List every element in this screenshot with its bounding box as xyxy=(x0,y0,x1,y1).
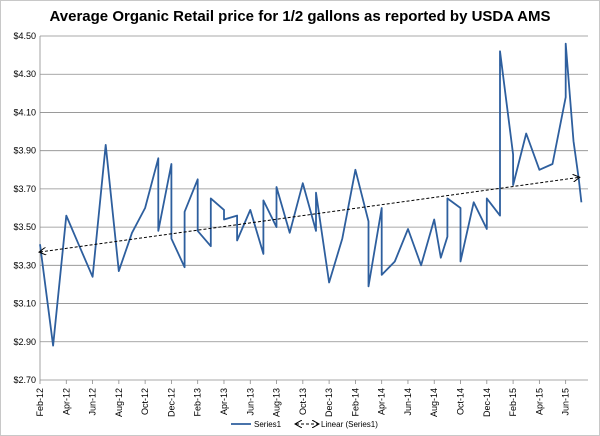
x-tick-label: Dec-14 xyxy=(482,388,492,417)
y-tick-label: $3.90 xyxy=(13,146,36,156)
gridlines xyxy=(39,35,588,381)
x-tick-label: Aug-12 xyxy=(114,388,124,417)
y-tick-label: $3.10 xyxy=(13,299,36,309)
y-tick-label: $2.70 xyxy=(13,375,36,385)
x-tick-label: Apr-12 xyxy=(61,388,71,415)
x-tick-label: Aug-14 xyxy=(429,388,439,417)
x-tick-label: Feb-12 xyxy=(35,388,45,417)
x-tick-label: Apr-13 xyxy=(219,388,229,415)
x-tick-label: Oct-12 xyxy=(140,388,150,415)
x-tick-label: Jun-15 xyxy=(561,388,571,416)
legend-label-series1: Series1 xyxy=(254,420,282,429)
trendline-series xyxy=(40,177,579,252)
y-tick-label: $2.90 xyxy=(13,337,36,347)
legend: Series1 Linear (Series1) xyxy=(231,420,378,429)
x-tick-label: Feb-13 xyxy=(193,388,203,417)
x-tick-label: Dec-12 xyxy=(166,388,176,417)
x-tick-label: Oct-13 xyxy=(298,388,308,415)
y-tick-label: $3.70 xyxy=(13,184,36,194)
x-tick-label: Dec-13 xyxy=(324,388,334,417)
y-tick-label: $4.30 xyxy=(13,69,36,79)
x-tick-label: Jun-12 xyxy=(88,388,98,416)
y-tick-label: $4.50 xyxy=(13,31,36,41)
series-lines xyxy=(39,42,583,347)
x-axis-ticks: Feb-12 Apr-12 Jun-12 Aug-12 Oct-12 Dec-12 Feb-… xyxy=(35,380,571,417)
x-tick-label: Apr-15 xyxy=(534,388,544,415)
x-tick-label: Apr-14 xyxy=(377,388,387,415)
data-series-line xyxy=(39,42,583,347)
x-tick-label: Feb-14 xyxy=(350,388,360,417)
x-tick-label: Jun-14 xyxy=(403,388,413,416)
y-tick-label: $3.50 xyxy=(13,222,36,232)
x-tick-label: Oct-14 xyxy=(456,388,466,415)
x-tick-label: Aug-13 xyxy=(272,388,282,417)
x-tick-label: Feb-15 xyxy=(508,388,518,417)
y-tick-label: $4.10 xyxy=(13,107,36,117)
chart-title: Average Organic Retail price for 1/2 gal… xyxy=(49,8,551,25)
legend-label-linear: Linear (Series1) xyxy=(321,420,378,429)
y-axis-ticks: $2.70 $2.90 $3.10 $3.30 $3.50 $3.70 $3.90 $4.10… xyxy=(13,31,36,385)
x-tick-label: Jun-13 xyxy=(245,388,255,416)
y-tick-label: $3.30 xyxy=(13,260,36,270)
